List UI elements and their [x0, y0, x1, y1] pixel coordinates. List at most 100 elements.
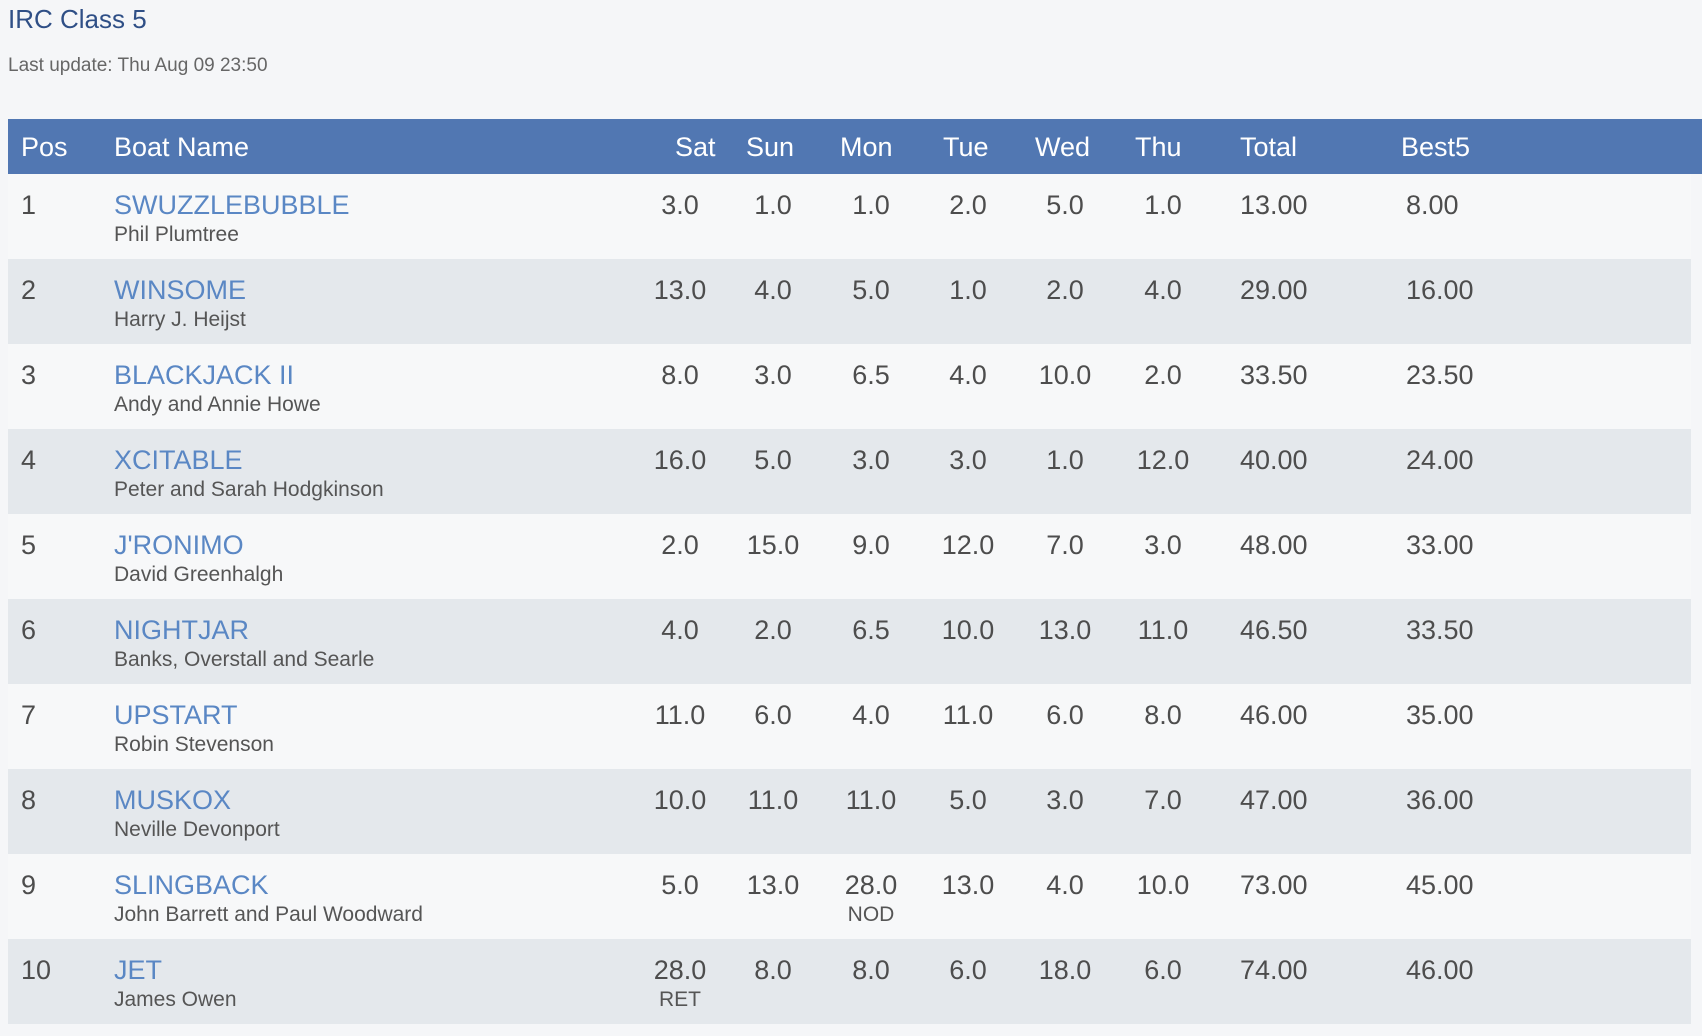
skipper-name: Phil Plumtree: [114, 223, 239, 246]
header-thu[interactable]: Thu: [1135, 132, 1182, 162]
boat-name-link[interactable]: SWUZZLEBUBBLE: [114, 190, 350, 220]
boat-name-link[interactable]: BLACKJACK II: [114, 360, 295, 390]
skipper-name: James Owen: [114, 988, 237, 1011]
score-value: 4.0: [754, 275, 792, 305]
penalty-code: NOD: [847, 903, 895, 926]
score-value: 4.0: [1144, 275, 1182, 305]
score-sun: 3.0: [728, 360, 818, 390]
table-row: 5 J'RONIMO David Greenhalgh 2.0 15.0 9.0 12.0 7…: [8, 514, 1691, 599]
total-value: 13.00: [1240, 190, 1308, 220]
score-value: 2.0: [1046, 275, 1084, 305]
boat-cell: XCITABLE Peter and Sarah Hodgkinson: [114, 445, 384, 505]
score-value: 15.0: [746, 530, 800, 560]
score-value: 10.0: [653, 785, 707, 815]
header-total[interactable]: Total: [1240, 132, 1298, 162]
skipper-name: David Greenhalgh: [114, 563, 284, 586]
penalty-code: RET: [659, 988, 701, 1011]
boat-name-link[interactable]: MUSKOX: [114, 785, 232, 815]
position-value: 9: [21, 870, 37, 900]
position-value: 5: [21, 530, 37, 560]
score-wed: 5.0: [1020, 190, 1110, 220]
header-tue[interactable]: Tue: [943, 132, 989, 162]
score-mon: 6.5: [826, 615, 916, 645]
score-value: 5.0: [1046, 190, 1084, 220]
boat-cell: SWUZZLEBUBBLE Phil Plumtree: [114, 190, 350, 250]
score-sun: 13.0: [728, 870, 818, 900]
skipper-name: Robin Stevenson: [114, 733, 274, 756]
score-sat: 11.0: [635, 700, 725, 730]
score-thu: 12.0: [1118, 445, 1208, 475]
score-wed: 13.0: [1020, 615, 1110, 645]
best5-value: 46.00: [1406, 955, 1474, 985]
score-thu: 6.0: [1118, 955, 1208, 985]
score-sun: 2.0: [728, 615, 818, 645]
boat-name-link[interactable]: NIGHTJAR: [114, 615, 249, 645]
score-value: 1.0: [852, 190, 890, 220]
score-wed: 3.0: [1020, 785, 1110, 815]
score-sun: 5.0: [728, 445, 818, 475]
total-value: 33.50: [1240, 360, 1308, 390]
header-sun[interactable]: Sun: [746, 132, 795, 162]
best5-value: 33.50: [1406, 615, 1474, 645]
total-value: 73.00: [1240, 870, 1308, 900]
total-value: 48.00: [1240, 530, 1308, 560]
score-mon: 5.0: [826, 275, 916, 305]
score-sat: 4.0: [635, 615, 725, 645]
skipper-name: Harry J. Heijst: [114, 308, 246, 331]
skipper-name: Peter and Sarah Hodgkinson: [114, 478, 384, 501]
position-value: 8: [21, 785, 37, 815]
results-table: Pos Boat Name Sat Sun Mon Tue Wed Thu To…: [8, 119, 1702, 1024]
score-thu: 11.0: [1118, 615, 1208, 645]
score-value: 7.0: [1144, 785, 1182, 815]
score-mon: 3.0: [826, 445, 916, 475]
best5-value: 35.00: [1406, 700, 1474, 730]
score-value: 7.0: [1046, 530, 1084, 560]
score-value: 13.0: [1038, 615, 1092, 645]
score-tue: 11.0: [923, 700, 1013, 730]
score-sun: 6.0: [728, 700, 818, 730]
boat-name-link[interactable]: SLINGBACK: [114, 870, 269, 900]
score-value: 8.0: [661, 360, 699, 390]
best5-value: 8.00: [1406, 190, 1459, 220]
score-value: 12.0: [1136, 445, 1190, 475]
position-value: 1: [21, 190, 37, 220]
skipper-name: Andy and Annie Howe: [114, 393, 321, 416]
header-wed[interactable]: Wed: [1035, 132, 1091, 162]
score-value: 11.0: [1137, 615, 1189, 645]
score-tue: 4.0: [923, 360, 1013, 390]
score-wed: 2.0: [1020, 275, 1110, 305]
score-sat: 8.0: [635, 360, 725, 390]
score-mon: 4.0: [826, 700, 916, 730]
score-tue: 6.0: [923, 955, 1013, 985]
header-mon[interactable]: Mon: [840, 132, 893, 162]
score-mon: 1.0: [826, 190, 916, 220]
boat-name-link[interactable]: XCITABLE: [114, 445, 243, 475]
boat-name-link[interactable]: J'RONIMO: [114, 530, 244, 560]
boat-name-link[interactable]: WINSOME: [114, 275, 246, 305]
boat-name-link[interactable]: UPSTART: [114, 700, 238, 730]
boat-cell: UPSTART Robin Stevenson: [114, 700, 274, 760]
score-value: 6.5: [852, 360, 890, 390]
table-row: 9 SLINGBACK John Barrett and Paul Woodward…: [8, 854, 1691, 939]
boat-cell: J'RONIMO David Greenhalgh: [114, 530, 283, 590]
header-pos[interactable]: Pos: [21, 132, 68, 162]
boat-name-link[interactable]: JET: [114, 955, 163, 985]
position-value: 7: [21, 700, 37, 730]
boat-cell: MUSKOX Neville Devonport: [114, 785, 280, 845]
score-value: 28.0: [653, 955, 707, 985]
header-best5[interactable]: Best5: [1401, 132, 1471, 162]
score-value: 2.0: [661, 530, 699, 560]
score-value: 18.0: [1038, 955, 1092, 985]
score-value: 4.0: [852, 700, 890, 730]
table-row: 3 BLACKJACK II Andy and Annie Howe 8.0 3.0 6.…: [8, 344, 1691, 429]
score-thu: 1.0: [1118, 190, 1208, 220]
score-tue: 5.0: [923, 785, 1013, 815]
score-tue: 10.0: [923, 615, 1013, 645]
skipper-name: John Barrett and Paul Woodward: [114, 903, 423, 926]
table-row: 8 MUSKOX Neville Devonport 10.0 11.0 11.0 5.0 3…: [8, 769, 1691, 854]
score-wed: 18.0: [1020, 955, 1110, 985]
header-boat-name[interactable]: Boat Name: [114, 132, 250, 162]
header-sat[interactable]: Sat: [675, 132, 716, 162]
score-value: 16.0: [653, 445, 707, 475]
score-value: 4.0: [661, 615, 699, 645]
